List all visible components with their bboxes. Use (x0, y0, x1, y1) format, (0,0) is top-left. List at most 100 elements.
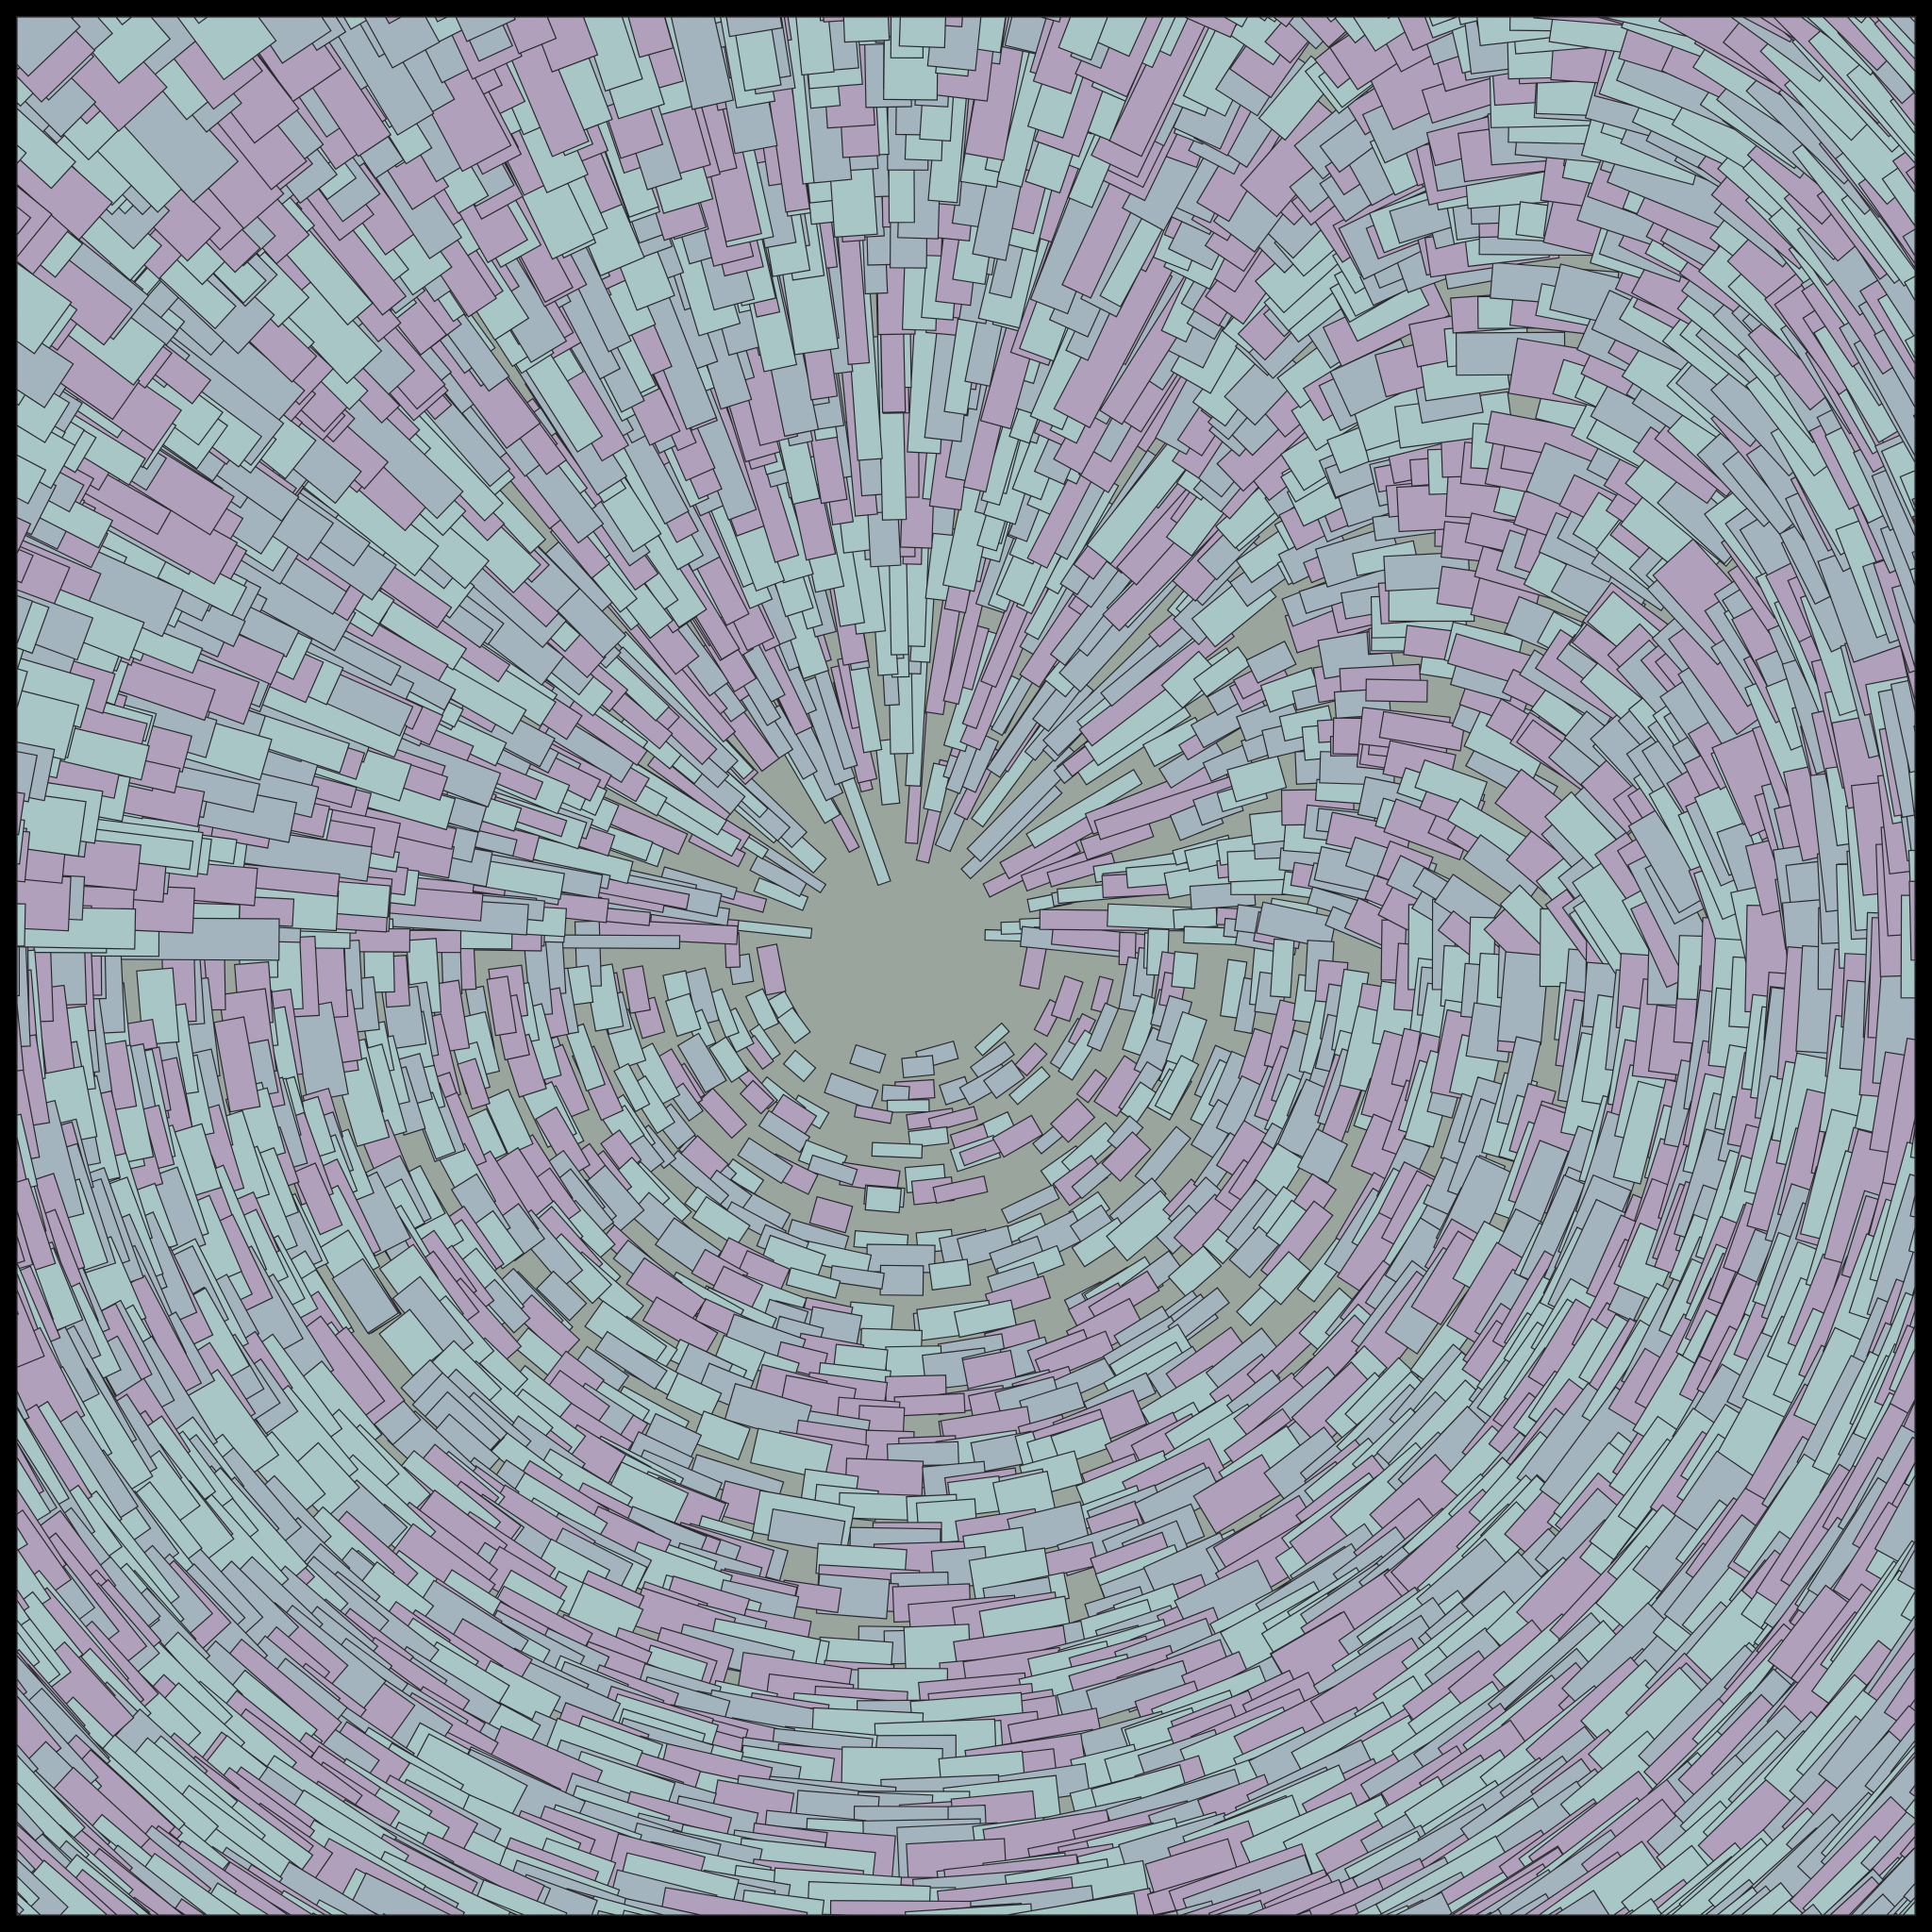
tile (192, 16, 209, 25)
tile (691, 1195, 751, 1248)
tile (477, 1278, 531, 1334)
tile (503, 16, 558, 55)
tile (16, 261, 73, 355)
tile (16, 594, 34, 644)
tile (1626, 1897, 1664, 1916)
tile (1192, 1454, 1286, 1535)
tile (594, 1330, 668, 1391)
tile (1272, 16, 1295, 28)
tile (596, 1909, 616, 1916)
tile (1228, 1225, 1280, 1279)
tile (664, 992, 702, 1038)
tile (908, 1125, 950, 1149)
tile (622, 965, 651, 1014)
tile (16, 143, 27, 166)
tile (455, 16, 516, 42)
tile (739, 1079, 775, 1115)
tile (932, 1174, 989, 1205)
tile (676, 1032, 727, 1094)
tile (1165, 1010, 1208, 1070)
tile (1025, 768, 1143, 849)
tile (665, 1372, 723, 1420)
tile (1888, 16, 1916, 46)
tile (708, 1036, 750, 1084)
tile (749, 1427, 833, 1480)
tile (823, 1913, 846, 1916)
tile (1215, 1899, 1267, 1916)
tile (807, 1154, 858, 1186)
tile (953, 1299, 1018, 1339)
tile (1891, 1912, 1899, 1916)
tile (842, 16, 891, 43)
tile (1899, 470, 1916, 513)
tile (1395, 1891, 1454, 1916)
tile (486, 975, 517, 1037)
tile (670, 16, 735, 110)
tile (16, 516, 32, 555)
tile (1486, 1908, 1503, 1916)
tile (1904, 334, 1916, 359)
tile (513, 1293, 581, 1359)
tile (1328, 1904, 1360, 1916)
tile (16, 1236, 25, 1264)
tile (756, 943, 787, 996)
tile (483, 1089, 534, 1156)
tile (697, 1087, 748, 1140)
tile (1245, 640, 1297, 684)
tile (16, 454, 47, 505)
tile (16, 668, 28, 708)
tile (1014, 1041, 1048, 1077)
tile (1257, 1250, 1312, 1306)
tile (1907, 1227, 1916, 1254)
tile (627, 16, 675, 58)
tile (16, 1004, 25, 1072)
tile (213, 1016, 261, 1113)
tile (1908, 1783, 1916, 1798)
tile (536, 1270, 588, 1322)
tile (725, 16, 783, 38)
tile (1270, 938, 1295, 998)
tile (1902, 227, 1916, 258)
tile (1172, 907, 1219, 930)
tile (879, 1264, 924, 1296)
tile (1007, 1892, 1139, 1916)
tile (893, 1392, 966, 1417)
tile (564, 1023, 607, 1092)
tile (1167, 1244, 1223, 1298)
tile (384, 16, 402, 25)
tile (722, 1158, 765, 1196)
tile (737, 1137, 793, 1185)
tile (1106, 1190, 1182, 1262)
rectangle-field (16, 16, 1916, 1916)
tile (1902, 1900, 1916, 1916)
tile (782, 1049, 817, 1083)
tile (342, 16, 375, 30)
tile (1905, 164, 1916, 187)
tile (1909, 1195, 1916, 1218)
tile (775, 1007, 811, 1044)
tile (1295, 1909, 1313, 1916)
tile (613, 1062, 651, 1113)
tile (1085, 1659, 1193, 1721)
tile (864, 1185, 902, 1214)
tile (795, 16, 835, 76)
tile (508, 1911, 518, 1916)
tile (16, 184, 53, 258)
tile (331, 1257, 400, 1334)
tile (1908, 16, 1916, 24)
tile (622, 1909, 643, 1916)
tile (1154, 1055, 1200, 1116)
tile (1904, 1797, 1916, 1821)
tile (1008, 1065, 1051, 1106)
tile (991, 1114, 1044, 1158)
tile (1911, 550, 1916, 561)
tile (16, 1524, 28, 1552)
tile (1553, 1890, 1610, 1916)
tile (1909, 1127, 1916, 1158)
tile (382, 1913, 387, 1916)
tile (808, 1195, 854, 1234)
tile (853, 1104, 893, 1124)
tile (824, 1073, 879, 1110)
tile (744, 988, 780, 1032)
